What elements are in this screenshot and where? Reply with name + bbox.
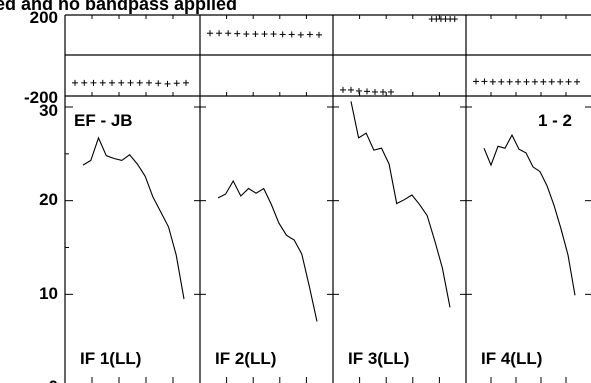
baseline-label: EF - JB (74, 111, 133, 130)
phase-point (306, 31, 313, 38)
phase-point (261, 31, 268, 38)
phase-point (506, 78, 513, 85)
phase-point (548, 78, 555, 85)
phase-point (388, 88, 394, 95)
phase-point (243, 31, 250, 38)
phase-point (183, 79, 189, 86)
amp-series-line (217, 179, 318, 322)
phase-point (99, 79, 106, 86)
amp-series-line (350, 101, 451, 308)
phase-point (109, 79, 115, 86)
phase-tick-bottom: -200 (24, 88, 58, 107)
phase-point (372, 88, 378, 95)
phase-point (164, 80, 171, 87)
phase-point (557, 78, 564, 85)
panel-labels: IF 1(LL) IF 2(LL) IF 3(LL) IF 4(LL) (80, 349, 542, 368)
phase-point (90, 79, 97, 86)
phase-point (348, 86, 354, 93)
phase-point (481, 78, 488, 85)
phase-point (380, 88, 386, 95)
phase-point (473, 78, 479, 85)
phase-point (574, 78, 580, 85)
phase-point (270, 31, 277, 38)
phase-point (340, 86, 346, 93)
amp-tick-0: 0 (49, 377, 58, 383)
phase-point (225, 30, 232, 37)
phase-point (216, 30, 223, 37)
tick-marks (65, 14, 591, 383)
phase-point (531, 78, 538, 85)
phase-point (540, 78, 547, 85)
phase-point (316, 31, 322, 38)
plot-frame (64, 14, 591, 383)
amp-tick-20: 20 (39, 190, 58, 209)
phase-point (565, 78, 572, 85)
panel-label: IF 3(LL) (348, 349, 409, 368)
chart-title: ed and no bandpass applied (0, 0, 237, 14)
phase-point (72, 79, 78, 86)
phase-point (252, 31, 259, 38)
amp-tick-30: 30 (39, 101, 58, 120)
phase-point (523, 78, 530, 85)
phase-point (489, 78, 496, 85)
phase-point (515, 78, 522, 85)
stokes-label: 1 - 2 (538, 111, 572, 130)
amp-series-line (483, 133, 576, 296)
phase-point (127, 79, 134, 86)
amp-tick-10: 10 (39, 284, 58, 303)
phase-point (356, 87, 362, 94)
phase-point (288, 31, 295, 38)
phase-point (136, 79, 143, 86)
phase-point (173, 80, 180, 87)
phase-point (234, 30, 241, 37)
phase-point (118, 79, 125, 86)
phase-point (297, 31, 304, 38)
phase-point (155, 80, 162, 87)
phase-point (364, 88, 370, 95)
phase-point (279, 31, 286, 38)
panel-label: IF 2(LL) (215, 349, 276, 368)
phase-point (498, 78, 505, 85)
panel-label: IF 1(LL) (80, 349, 141, 368)
data-marks (72, 16, 580, 322)
panel-label: IF 4(LL) (481, 349, 542, 368)
amp-series-line (82, 136, 185, 300)
phase-tick-top: 200 (30, 8, 58, 27)
phase-point (451, 16, 458, 23)
phase-point (146, 79, 152, 86)
phase-point (81, 79, 88, 86)
phase-point (207, 30, 213, 37)
